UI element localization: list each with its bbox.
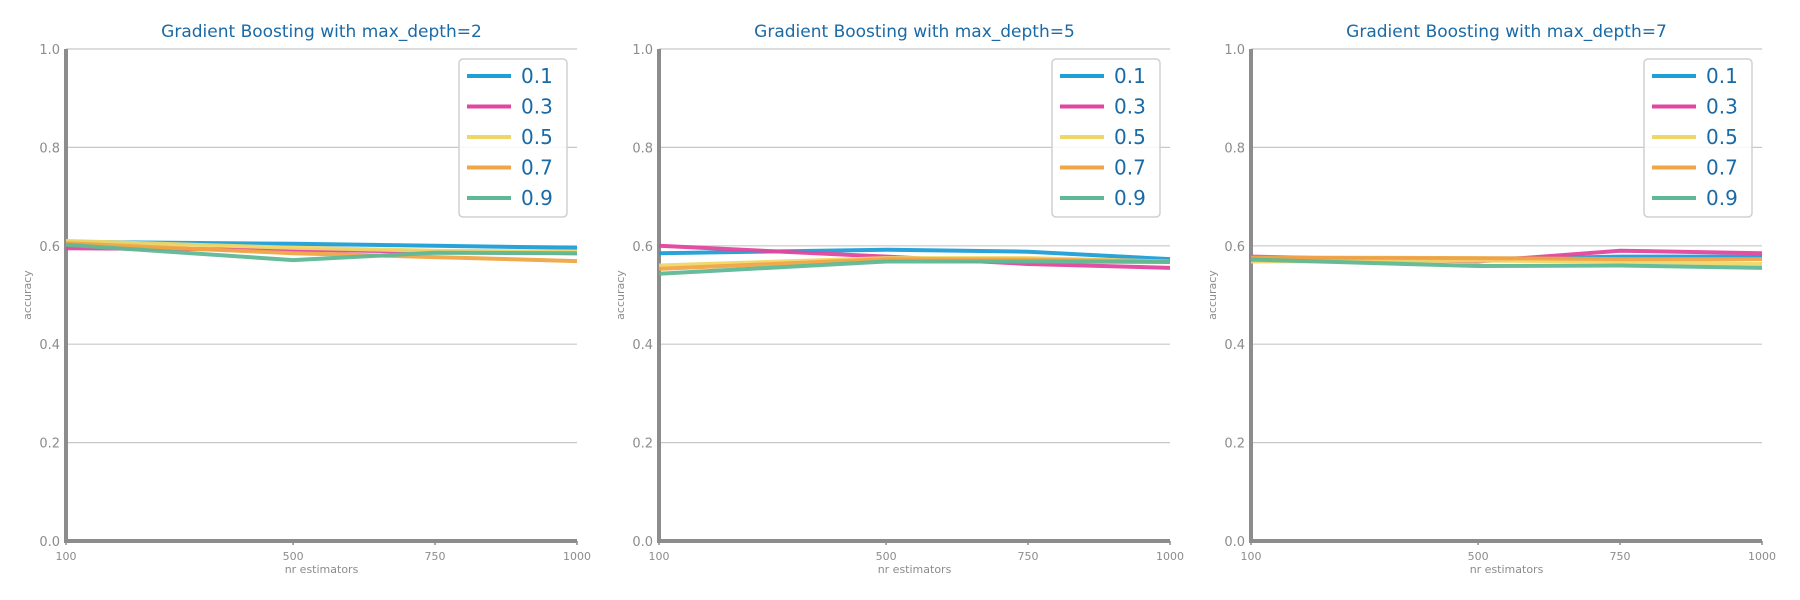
series-line-0.9: [1250, 257, 1763, 270]
y-tick-label: 0.6: [39, 240, 60, 255]
chart-title: Gradient Boosting with max_depth=5: [754, 22, 1075, 42]
legend-box: [1051, 58, 1161, 218]
chart-title: Gradient Boosting with max_depth=2: [161, 22, 482, 42]
y-tick-label: 0.4: [39, 338, 60, 353]
legend-label: 0.1: [1706, 64, 1738, 88]
y-tick-label: 0.2: [39, 437, 60, 452]
x-tick-label: 500: [1468, 550, 1489, 563]
x-tick-label: 750: [1018, 550, 1039, 563]
y-tick-label: 0.8: [632, 141, 653, 156]
legend-label: 0.5: [1706, 125, 1738, 149]
y-axis-label: accuracy: [21, 270, 34, 320]
legend-box: [458, 58, 568, 218]
y-tick-label: 1.0: [1224, 43, 1245, 58]
x-tick-label: 1000: [1156, 550, 1184, 563]
chart-panel-1: Gradient Boosting with max_depth=2 0.0 0.2…: [21, 22, 591, 576]
legend-label: 0.9: [521, 186, 553, 210]
y-tick-label: 0.0: [1224, 535, 1245, 550]
x-tick-label: 100: [56, 550, 77, 563]
y-tick-label: 0.4: [632, 338, 653, 353]
y-tick-label: 1.0: [39, 43, 60, 58]
legend-box: [1643, 58, 1753, 218]
x-tick-label: 1000: [1748, 550, 1776, 563]
x-tick-label: 100: [649, 550, 670, 563]
x-tick-label: 500: [876, 550, 897, 563]
legend-label: 0.3: [1114, 95, 1146, 119]
y-tick-label: 0.8: [1224, 141, 1245, 156]
series-line-0.7: [1250, 255, 1762, 262]
y-tick-label: 0.0: [632, 535, 653, 550]
legend-label: 0.5: [521, 125, 553, 149]
series-line-0.9: [658, 259, 1171, 276]
x-tick-label: 1000: [563, 550, 591, 563]
legend-label: 0.1: [521, 64, 553, 88]
legend-label: 0.9: [1706, 186, 1738, 210]
x-axis-label: nr estimators: [1470, 563, 1544, 576]
x-axis-label: nr estimators: [878, 563, 952, 576]
y-tick-label: 0.2: [632, 437, 653, 452]
y-tick-label: 0.0: [39, 535, 60, 550]
y-tick-label: 0.4: [1224, 338, 1245, 353]
y-tick-label: 0.6: [632, 240, 653, 255]
y-tick-label: 0.6: [1224, 240, 1245, 255]
series-line-0.9: [65, 242, 578, 263]
y-tick-label: 1.0: [632, 43, 653, 58]
legend-label: 0.9: [1114, 186, 1146, 210]
legend-label: 0.1: [1114, 64, 1146, 88]
legend-label: 0.3: [1706, 95, 1738, 119]
chart-panel-3: Gradient Boosting with max_depth=7 0.0 0.2…: [1206, 22, 1776, 576]
x-tick-label: 750: [425, 550, 446, 563]
y-axis-label: accuracy: [614, 270, 627, 320]
chart-title: Gradient Boosting with max_depth=7: [1346, 22, 1667, 42]
y-axis-label: accuracy: [1206, 270, 1219, 320]
x-tick-label: 750: [1610, 550, 1631, 563]
legend-label: 0.7: [1706, 156, 1738, 180]
x-axis-label: nr estimators: [285, 563, 359, 576]
legend-label: 0.3: [521, 95, 553, 119]
x-tick-label: 500: [283, 550, 304, 563]
x-tick-label: 100: [1241, 550, 1262, 563]
y-tick-label: 0.8: [39, 141, 60, 156]
chart-panel-2: Gradient Boosting with max_depth=5 0.0 0.2…: [614, 22, 1184, 576]
legend-label: 0.5: [1114, 125, 1146, 149]
y-tick-label: 0.2: [1224, 437, 1245, 452]
legend-label: 0.7: [1114, 156, 1146, 180]
legend-label: 0.7: [521, 156, 553, 180]
